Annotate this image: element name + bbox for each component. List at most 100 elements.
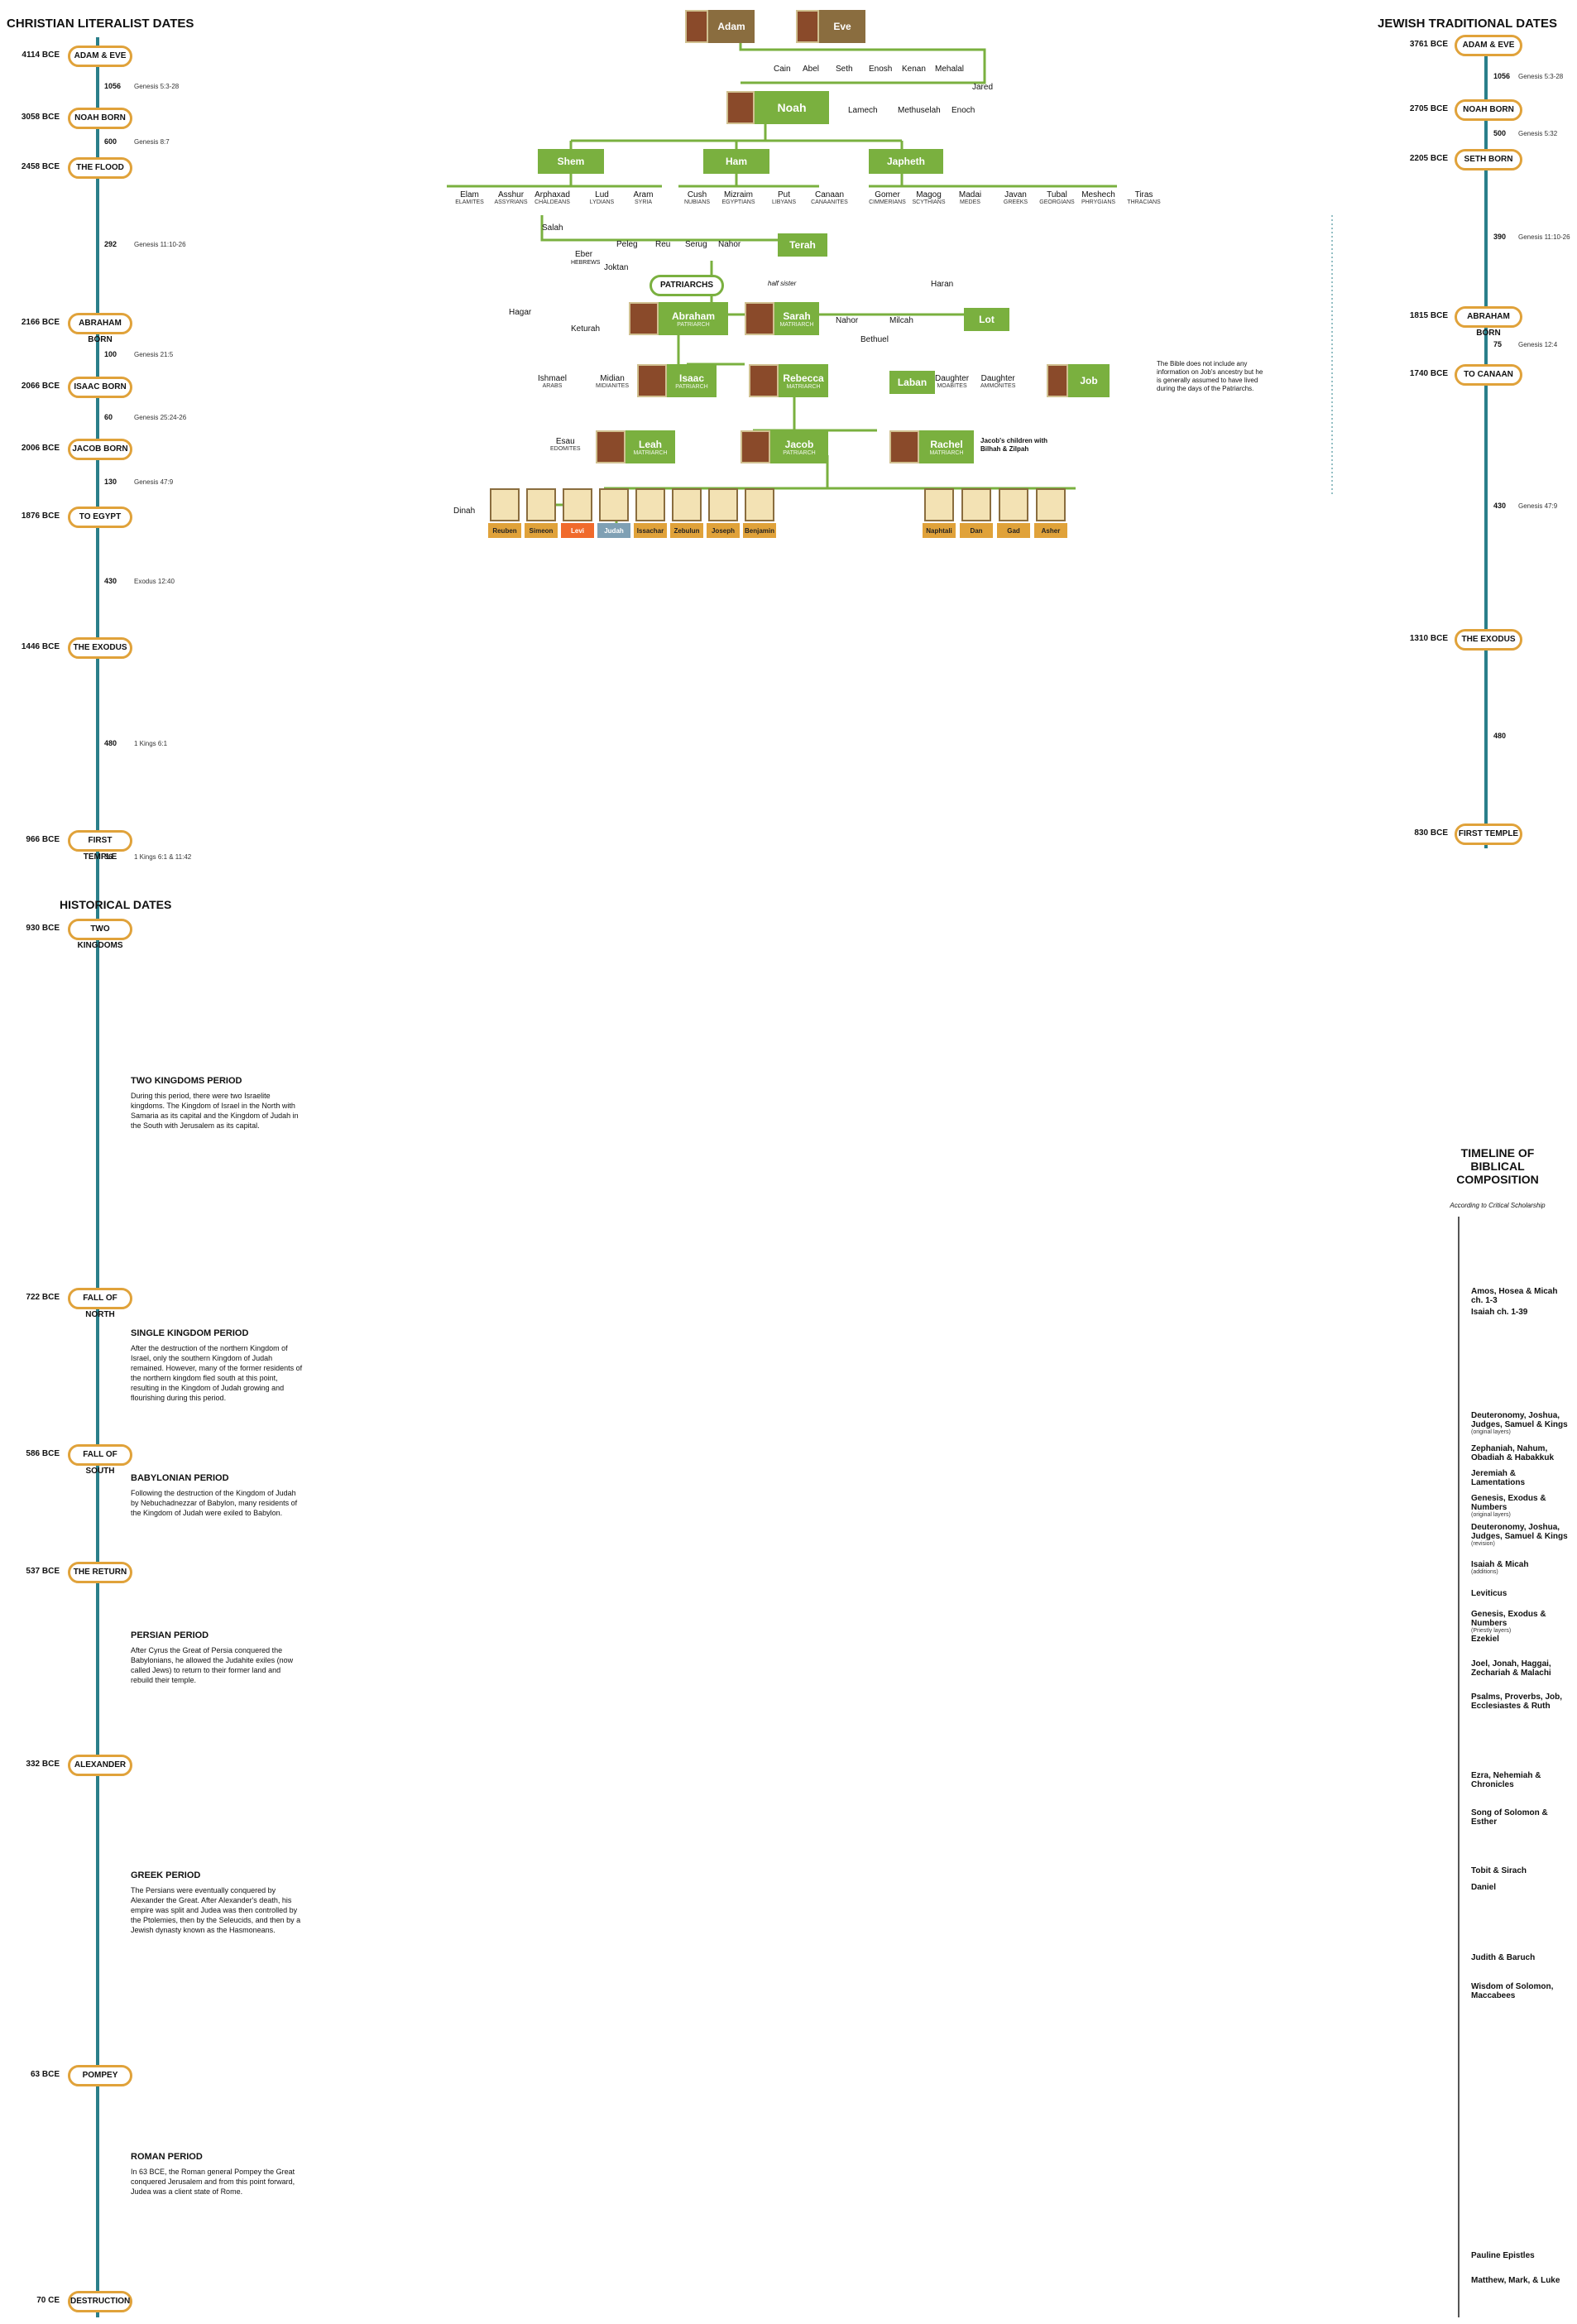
composition-item: Amos, Hosea & Micah ch. 1-3 xyxy=(1471,1287,1570,1305)
rachel-portrait xyxy=(889,430,919,463)
composition-sub: (original layers) xyxy=(1471,1429,1511,1435)
left-timeline-line xyxy=(96,37,99,2317)
eve-name: Eve xyxy=(833,21,851,32)
composition-label: Isaiah & Micah xyxy=(1471,1560,1529,1569)
timeline-event-pill: THE FLOOD xyxy=(68,157,132,179)
person-name: Daughter xyxy=(980,374,1015,383)
composition-item: Matthew, Mark, & Luke xyxy=(1471,2276,1570,2285)
composition-label: Isaiah ch. 1-39 xyxy=(1471,1308,1528,1317)
tribe-emblem xyxy=(961,488,991,521)
nation-people: LYDIANS xyxy=(589,199,615,205)
jacob-sub: PATRIARCH xyxy=(783,449,816,456)
nation-people: MEDES xyxy=(960,199,980,205)
patriarchs-label: PATRIARCHS xyxy=(649,275,724,296)
nation-item: Lud LYDIANS xyxy=(579,190,625,205)
period-title: ROMAN PERIOD xyxy=(131,2152,203,2162)
nation-people: ASSYRIANS xyxy=(494,199,528,205)
person-name: Esau xyxy=(555,437,575,446)
timeline-date: 930 BCE xyxy=(26,924,60,933)
nation-item: Meshech PHRYGIANS xyxy=(1076,190,1121,205)
timeline-date: 1740 BCE xyxy=(1409,369,1448,378)
composition-label: Pauline Epistles xyxy=(1471,2251,1535,2260)
sarah-node: Sarah MATRIARCH xyxy=(774,302,819,335)
person-name: Nahor xyxy=(836,316,859,325)
tribe-emblem xyxy=(999,488,1028,521)
tribe-item: Asher xyxy=(1034,488,1067,540)
tribe-emblem xyxy=(708,488,738,521)
duration-ref: Genesis 47:9 xyxy=(134,478,174,486)
composition-item: Deuteronomy, Joshua, Judges, Samuel & Ki… xyxy=(1471,1523,1570,1547)
timeline-event-pill: ISAAC BORN xyxy=(68,377,132,398)
eber-people: HEBREWS xyxy=(571,260,601,266)
duration-years: 1056 xyxy=(104,81,122,90)
nation-people: SYRIA xyxy=(634,199,652,205)
period-text: In 63 BCE, the Roman general Pompey the … xyxy=(131,2168,295,2196)
composition-item: Tobit & Sirach xyxy=(1471,1866,1570,1875)
rachel-node: Rachel MATRIARCH xyxy=(919,430,974,463)
isaac-sub: PATRIARCH xyxy=(675,383,708,390)
nation-item: Arphaxad CHALDEANS xyxy=(530,190,575,205)
composition-label: Amos, Hosea & Micah ch. 1-3 xyxy=(1471,1287,1558,1305)
composition-label: Judith & Baruch xyxy=(1471,1953,1536,1962)
nation-people: CHALDEANS xyxy=(534,199,570,205)
composition-item: Wisdom of Solomon, Maccabees xyxy=(1471,1982,1570,2000)
timeline-date: 1310 BCE xyxy=(1409,634,1448,643)
nation-item: Magog SCYTHIANS xyxy=(906,190,951,205)
sarah-sub: MATRIARCH xyxy=(779,321,814,328)
job-portrait xyxy=(1047,364,1068,397)
rebecca-sub: MATRIARCH xyxy=(786,383,821,390)
composition-sub: (Priestly layers) xyxy=(1471,1628,1512,1634)
timeline-date: 2066 BCE xyxy=(21,382,60,391)
composition-label: Zephaniah, Nahum, Obadiah & Habakkuk xyxy=(1471,1444,1555,1462)
timeline-event-pill: FALL OF NORTH xyxy=(68,1288,132,1319)
timeline-event-pill: POMPEY xyxy=(68,2065,132,2086)
japheth-node: Japheth xyxy=(869,149,943,174)
timeline-event-pill: JACOB BORN xyxy=(68,439,132,460)
noah-portrait xyxy=(726,91,755,124)
person-item: Esau EDOMITES xyxy=(550,437,581,452)
laban-node: Laban xyxy=(889,371,935,394)
composition-label: Deuteronomy, Joshua, Judges, Samuel & Ki… xyxy=(1471,1411,1568,1429)
composition-item: Isaiah & Micah (additions) xyxy=(1471,1560,1570,1575)
person-item: Midian MIDIANITES xyxy=(596,374,629,389)
timeline-event-pill: TWO KINGDOMS xyxy=(68,919,132,950)
tribe-node: Asher xyxy=(1034,523,1067,538)
composition-label: Song of Solomon & Esther xyxy=(1471,1808,1548,1827)
composition-item: Ezra, Nehemiah & Chronicles xyxy=(1471,1771,1570,1789)
nation-name: Gomer xyxy=(875,190,900,199)
rachel-name: Rachel xyxy=(930,438,963,450)
tribe-item: Naphtali xyxy=(923,488,956,540)
composition-sub: (original layers) xyxy=(1471,1512,1511,1518)
person-name: Mehalal xyxy=(935,65,965,74)
isaac-name: Isaac xyxy=(678,372,705,384)
tribe-node: Dan xyxy=(960,523,993,538)
job-name: Job xyxy=(1080,375,1098,387)
nation-item: Gomer CIMMERIANS xyxy=(865,190,910,205)
rebecca-node: Rebecca MATRIARCH xyxy=(779,364,828,397)
adam-name: Adam xyxy=(717,21,745,32)
person-name: Ishmael xyxy=(538,374,568,383)
timeline-event-pill: SETH BORN xyxy=(1455,149,1522,170)
timeline-event-pill: DESTRUCTION xyxy=(68,2291,132,2312)
bilhah-zilpah-label: Jacob's children with Bilhah & Zilpah xyxy=(980,437,1048,453)
composition-label: Matthew, Mark, & Luke xyxy=(1471,2276,1560,2285)
timeline-event-pill: FIRST TEMPLE xyxy=(68,830,132,862)
nation-name: Elam xyxy=(460,190,479,199)
timeline-date: 1876 BCE xyxy=(21,511,60,521)
nation-item: Javan GREEKS xyxy=(993,190,1038,205)
duration-ref: Exodus 12:40 xyxy=(134,578,175,585)
nation-name: Magog xyxy=(916,190,942,199)
person-people: ARABS xyxy=(542,383,563,389)
composition-item: Daniel xyxy=(1471,1883,1570,1892)
period-text: During this period, there were two Israe… xyxy=(131,1092,299,1130)
tribe-emblem xyxy=(924,488,954,521)
abraham-node: Abraham PATRIARCH xyxy=(659,302,728,335)
eve-node: Eve xyxy=(819,10,865,43)
nation-item: Tiras THRACIANS xyxy=(1121,190,1167,205)
nation-name: Aram xyxy=(633,190,654,199)
timeline-event-pill: TO EGYPT xyxy=(68,507,132,528)
timeline-date: 2458 BCE xyxy=(21,162,60,171)
tribe-node: Reuben xyxy=(488,523,521,538)
nation-item: Aram SYRIA xyxy=(621,190,666,205)
duration-years: 430 xyxy=(104,577,117,585)
